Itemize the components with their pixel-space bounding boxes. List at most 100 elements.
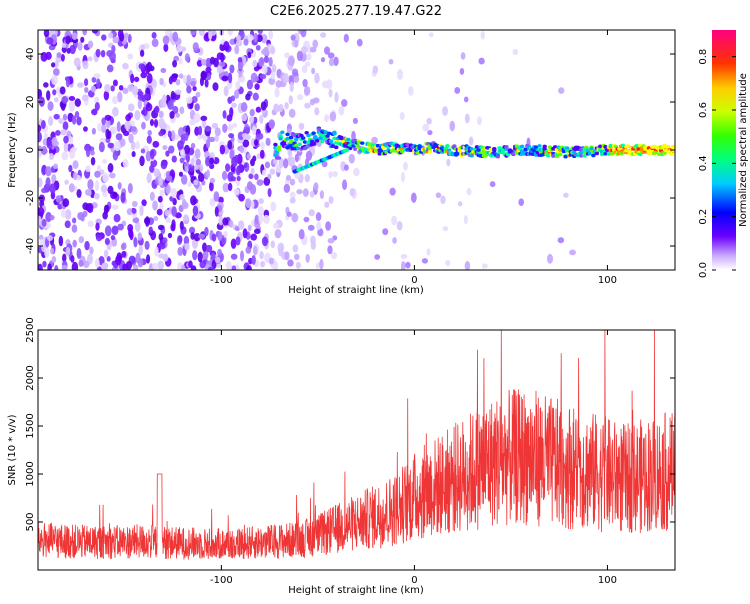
noise-blob — [426, 117, 432, 125]
noise-blob — [172, 31, 179, 43]
noise-blob — [145, 102, 153, 112]
noise-blob — [146, 135, 152, 144]
ridge-cell — [285, 132, 290, 137]
noise-blob — [241, 113, 248, 122]
noise-blob — [320, 32, 327, 38]
colorbar-tick-label: 0.8 — [698, 49, 709, 65]
noise-blob — [262, 46, 270, 56]
noise-blob — [104, 114, 112, 121]
noise-blob — [153, 118, 159, 128]
noise-blob — [190, 195, 197, 206]
spectrogram-y-tick-label: -20 — [25, 190, 36, 206]
spectrogram-y-axis-label: Frequency (Hz) — [7, 112, 18, 188]
noise-blob — [183, 131, 189, 142]
noise-blob — [190, 232, 195, 240]
noise-blob — [557, 237, 565, 244]
noise-blob — [397, 69, 404, 80]
noise-blob — [177, 235, 183, 243]
noise-blob — [237, 220, 245, 230]
ridge-cell — [591, 153, 596, 158]
noise-blob — [291, 212, 299, 223]
noise-blob — [245, 246, 252, 254]
noise-blob — [251, 255, 256, 266]
noise-blob — [186, 74, 192, 86]
noise-blob — [204, 226, 209, 237]
noise-blob — [228, 72, 233, 84]
noise-blob — [82, 210, 88, 218]
noise-blob — [50, 62, 56, 68]
noise-blob — [262, 169, 267, 177]
ridge-cell — [375, 143, 381, 148]
noise-blob — [83, 126, 88, 132]
noise-blob — [217, 248, 222, 256]
noise-blob — [256, 179, 264, 186]
noise-blob — [68, 101, 76, 112]
ridge-cell — [504, 147, 509, 152]
noise-blob — [68, 136, 74, 145]
ridge-cell — [340, 139, 346, 144]
noise-blob — [132, 217, 140, 224]
noise-blob — [282, 72, 290, 84]
noise-blob — [185, 153, 190, 163]
noise-blob — [110, 126, 117, 135]
noise-blob — [300, 46, 308, 54]
noise-blob — [341, 99, 348, 107]
noise-blob — [426, 248, 431, 256]
snr-y-tick-label: 2500 — [25, 317, 36, 342]
noise-blob — [62, 253, 67, 263]
noise-blob — [489, 181, 496, 188]
noise-blob — [165, 175, 173, 182]
noise-blob — [115, 133, 123, 141]
snr-x-tick-label: -100 — [210, 575, 233, 586]
noise-blob — [308, 209, 315, 217]
noise-blob — [159, 189, 165, 198]
noise-blob — [481, 263, 488, 269]
colorbar-label: Normalized spectral amplitude — [738, 73, 749, 227]
noise-blob — [157, 224, 164, 231]
noise-blob — [242, 139, 250, 148]
noise-blob — [237, 57, 243, 63]
noise-blob — [464, 113, 470, 124]
noise-blob — [153, 168, 161, 177]
noise-blob — [477, 116, 482, 126]
noise-blob — [91, 30, 99, 34]
noise-blob — [55, 129, 61, 136]
noise-blob — [101, 262, 108, 270]
noise-blob — [230, 253, 238, 260]
noise-blob — [76, 82, 84, 88]
noise-blob — [259, 149, 265, 159]
noise-blob — [258, 198, 264, 205]
noise-blob — [137, 232, 143, 241]
noise-blob — [298, 229, 305, 240]
noise-blob — [284, 102, 289, 110]
ridge-cell — [301, 136, 306, 140]
noise-blob — [91, 127, 96, 135]
noise-blob — [152, 200, 158, 211]
noise-blob — [222, 217, 229, 226]
noise-blob — [478, 57, 485, 65]
noise-blob — [271, 64, 277, 73]
noise-blob — [96, 78, 101, 89]
noise-blob — [162, 35, 170, 45]
ridge-cell — [578, 154, 584, 158]
ridge-cell — [476, 148, 481, 152]
noise-blob — [62, 198, 70, 208]
ridge-cell — [276, 156, 282, 160]
noise-blob — [101, 117, 106, 126]
noise-blob — [215, 256, 221, 264]
noise-blob — [202, 242, 207, 252]
noise-blob — [329, 111, 337, 122]
noise-blob — [435, 192, 442, 199]
ridge-cell — [495, 154, 500, 159]
noise-blob — [46, 90, 51, 101]
noise-blob — [51, 75, 58, 86]
noise-blob — [248, 116, 255, 124]
noise-blob — [94, 180, 100, 192]
noise-blob — [109, 172, 116, 179]
noise-blob — [137, 91, 144, 97]
noise-blob — [171, 206, 177, 217]
ridge-cell — [314, 139, 320, 143]
noise-blob — [178, 57, 183, 65]
noise-blob — [149, 149, 155, 160]
ridge-cell — [346, 137, 351, 142]
